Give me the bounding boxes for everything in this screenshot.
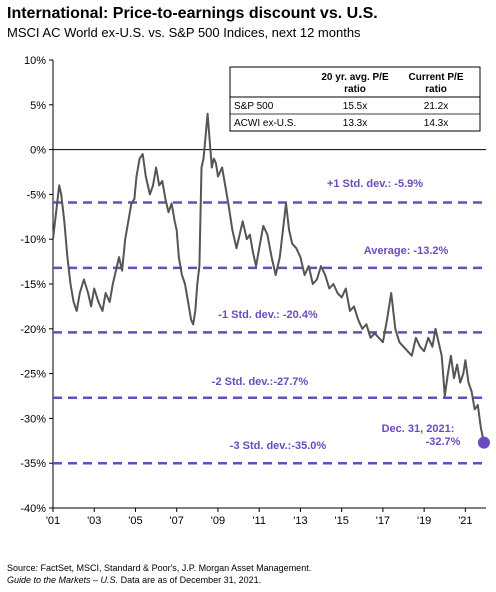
y-tick-label: -40% xyxy=(20,503,46,515)
x-tick-label: '05 xyxy=(128,515,142,527)
table-row-name: ACWI ex-U.S. xyxy=(234,118,296,129)
table-row-name: S&P 500 xyxy=(234,101,274,112)
endpoint-label-value: -32.7% xyxy=(426,436,461,448)
endpoint-label-date: Dec. 31, 2021: xyxy=(382,423,455,435)
y-tick-label: 5% xyxy=(30,100,46,112)
table-row-avg: 13.3x xyxy=(343,118,367,129)
table-row-current: 21.2x xyxy=(424,101,448,112)
x-tick-label: '13 xyxy=(293,515,307,527)
guide-date: Data are as of December 31, 2021. xyxy=(118,575,262,585)
y-tick-label: -15% xyxy=(20,279,46,291)
table-row-current: 14.3x xyxy=(424,118,448,129)
x-tick-label: '03 xyxy=(87,515,101,527)
y-tick-label: 10% xyxy=(24,55,46,67)
table-header-current: ratio xyxy=(425,84,447,95)
table-header-avg: 20 yr. avg. P/E xyxy=(321,72,389,83)
reference-line-label: Average: -13.2% xyxy=(364,245,449,257)
table-header-avg: ratio xyxy=(344,84,366,95)
x-tick-label: '07 xyxy=(170,515,184,527)
guide-note: Guide to the Markets – U.S. Data are as … xyxy=(7,575,261,585)
x-tick-label: '11 xyxy=(252,515,266,527)
chart-subtitle: MSCI AC World ex-U.S. vs. S&P 500 Indice… xyxy=(7,25,361,40)
table-header-current: Current P/E xyxy=(408,72,463,83)
reference-line-label: -3 Std. dev.:-35.0% xyxy=(230,440,327,452)
x-tick-label: '01 xyxy=(46,515,60,527)
reference-line-label: -1 Std. dev.: -20.4% xyxy=(218,309,318,321)
discount-series-line xyxy=(52,112,485,443)
reference-line-label: -2 Std. dev.:-27.7% xyxy=(212,376,309,388)
chart-title: International: Price-to-earnings discoun… xyxy=(7,5,378,22)
y-tick-label: -20% xyxy=(20,324,46,336)
y-tick-label: -25% xyxy=(20,369,46,381)
y-tick-label: -30% xyxy=(20,413,46,425)
x-tick-label: '21 xyxy=(458,515,472,527)
y-tick-label: -35% xyxy=(20,458,46,470)
table-row-avg: 15.5x xyxy=(343,101,367,112)
y-tick-label: -10% xyxy=(20,234,46,246)
source-note: Source: FactSet, MSCI, Standard & Poor's… xyxy=(7,563,312,573)
endpoint-marker xyxy=(477,436,490,449)
x-tick-label: '09 xyxy=(211,515,225,527)
y-tick-label: -5% xyxy=(26,189,46,201)
x-tick-label: '19 xyxy=(417,515,431,527)
reference-line-label: +1 Std. dev.: -5.9% xyxy=(327,178,423,190)
x-tick-label: '15 xyxy=(334,515,348,527)
x-tick-label: '17 xyxy=(376,515,390,527)
pe-table-box xyxy=(229,66,481,132)
guide-title: Guide to the Markets – U.S. xyxy=(7,575,119,585)
y-tick-label: 0% xyxy=(30,145,46,157)
